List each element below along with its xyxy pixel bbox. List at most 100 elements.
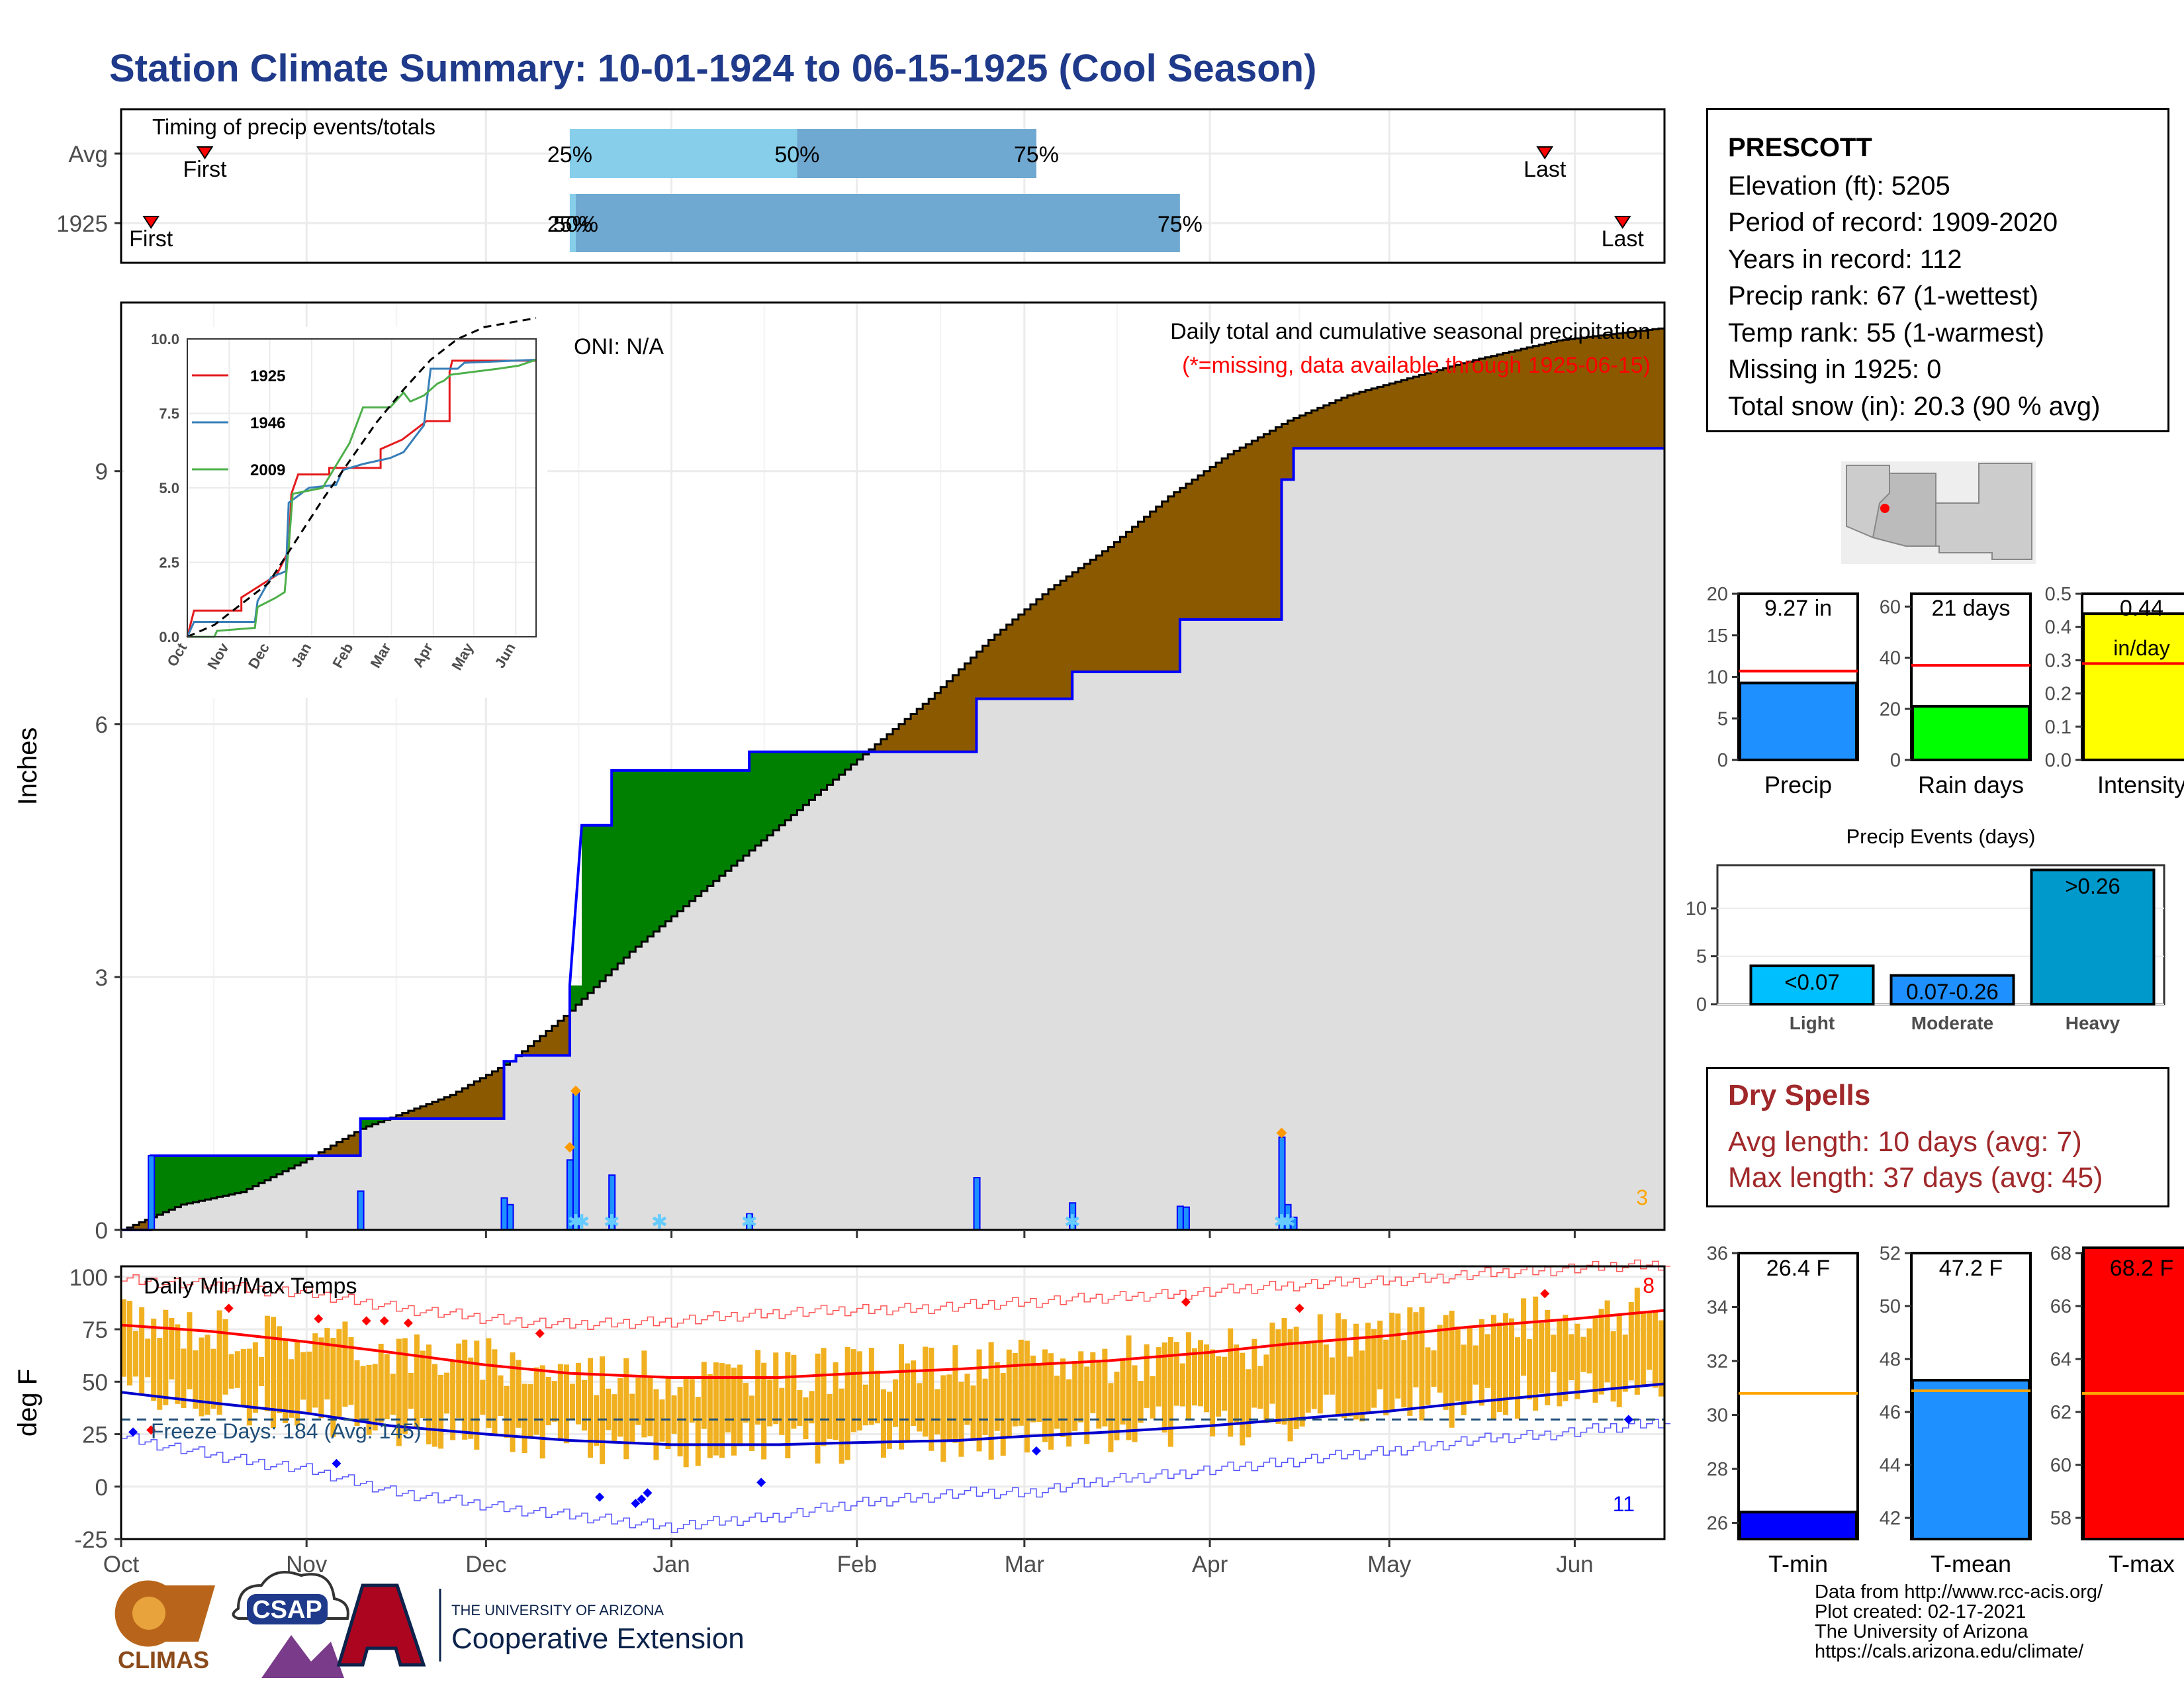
summary-category-label: Intensity bbox=[2097, 771, 2184, 798]
credit-source: Data from http://www.rcc-acis.org/ bbox=[1815, 1581, 2103, 1603]
daily-temp-bar bbox=[994, 1362, 1000, 1431]
record-min-line bbox=[121, 1419, 1670, 1534]
daily-temp-bar bbox=[749, 1395, 755, 1451]
surplus-area bbox=[815, 751, 822, 795]
daily-temp-bar bbox=[492, 1349, 498, 1436]
timing-bar-50-75 bbox=[797, 129, 1036, 178]
deficit-area bbox=[420, 1106, 427, 1119]
daily-temp-bar bbox=[779, 1387, 785, 1435]
deficit-area bbox=[1138, 522, 1145, 672]
daily-temp-bar bbox=[414, 1334, 420, 1429]
deficit-area bbox=[1305, 412, 1312, 449]
surplus-area bbox=[833, 751, 840, 780]
deficit-area bbox=[1210, 467, 1216, 620]
map-arizona bbox=[1872, 473, 1936, 547]
daily-temp-bar bbox=[677, 1387, 683, 1457]
freeze-days-label: Freeze Days: 184 (Avg: 145) bbox=[151, 1419, 422, 1443]
credit-date: Plot created: 02-17-2021 bbox=[1815, 1601, 2026, 1622]
daily-temp-bar bbox=[187, 1312, 193, 1389]
deficit-area bbox=[1179, 488, 1187, 620]
credit-url: https://cals.arizona.edu/climate/ bbox=[1815, 1641, 2084, 1662]
surplus-area bbox=[809, 751, 816, 800]
timing-frame bbox=[120, 108, 1666, 264]
summary-y-tick-label: 10 bbox=[1707, 667, 1728, 688]
daily-temp-bar bbox=[151, 1319, 157, 1401]
daily-temp-bar bbox=[324, 1328, 330, 1400]
daily-temp-bar bbox=[468, 1357, 474, 1439]
deficit-area bbox=[934, 692, 941, 752]
deficit-area bbox=[1389, 383, 1396, 449]
event-category-label: Moderate bbox=[1911, 1013, 1993, 1033]
daily-temp-bar bbox=[1502, 1313, 1508, 1415]
daily-temp-bar bbox=[145, 1338, 151, 1378]
deficit-area bbox=[1042, 594, 1049, 699]
summary-bar-t-min bbox=[1739, 1511, 1858, 1541]
record-min-count: 11 bbox=[1613, 1492, 1635, 1516]
last-event-marker bbox=[1614, 216, 1631, 229]
daily-temp-bar bbox=[1299, 1344, 1305, 1427]
timing-row-label: 1925 bbox=[56, 211, 108, 237]
deficit-area bbox=[414, 1108, 421, 1119]
daily-temp-bar bbox=[911, 1360, 917, 1427]
daily-temp-bar bbox=[318, 1337, 324, 1419]
daily-temp-bar bbox=[1167, 1336, 1173, 1447]
daily-temp-bar bbox=[378, 1343, 384, 1423]
deficit-area bbox=[1407, 378, 1414, 449]
deficit-area bbox=[988, 639, 995, 699]
daily-precip-bar bbox=[506, 1203, 514, 1231]
daily-temp-bar bbox=[354, 1360, 360, 1427]
daily-temp-bar bbox=[283, 1339, 289, 1423]
summary-y-tick-label: 26 bbox=[1707, 1513, 1728, 1534]
deficit-area bbox=[1275, 427, 1283, 620]
daily-temp-bar bbox=[958, 1382, 964, 1457]
deficit-area bbox=[905, 719, 911, 752]
daily-temp-bar bbox=[600, 1356, 606, 1464]
deficit-area bbox=[946, 680, 953, 752]
surplus-area bbox=[689, 770, 696, 902]
summary-y-tick-label: 32 bbox=[1707, 1351, 1728, 1372]
deficit-area bbox=[1167, 496, 1175, 672]
daily-temp-bar bbox=[1622, 1335, 1628, 1392]
deficit-area bbox=[1395, 381, 1402, 449]
deficit-area bbox=[533, 1041, 541, 1056]
record-low-marker bbox=[1623, 1415, 1633, 1425]
station-info-box: PRESCOTT Elevation (ft): 5205 Period of … bbox=[1706, 108, 2169, 432]
daily-temp-bar bbox=[1323, 1344, 1329, 1395]
daily-temp-bar bbox=[372, 1364, 378, 1430]
daily-temp-bar bbox=[1000, 1373, 1006, 1456]
deficit-area bbox=[1216, 462, 1222, 620]
daily-temp-bar bbox=[1431, 1350, 1437, 1387]
daily-temp-bar bbox=[725, 1364, 731, 1432]
daily-temp-bar bbox=[277, 1326, 283, 1414]
daily-temp-bar bbox=[312, 1333, 318, 1408]
daily-temp-bar bbox=[222, 1319, 228, 1395]
precip-caption-missing: (*=missing, data available through 1925-… bbox=[1182, 353, 1651, 378]
daily-temp-bar bbox=[240, 1348, 246, 1406]
summary-value-label: 26.4 F bbox=[1766, 1256, 1830, 1281]
daily-temp-bar bbox=[1090, 1352, 1096, 1413]
deficit-area bbox=[1431, 371, 1438, 449]
deficit-area bbox=[1323, 405, 1330, 449]
deficit-area bbox=[1197, 475, 1205, 620]
surplus-area bbox=[737, 770, 744, 861]
daily-temp-bar bbox=[767, 1379, 773, 1427]
deficit-area bbox=[1281, 424, 1289, 480]
daily-temp-bar bbox=[575, 1362, 581, 1425]
daily-temp-bar bbox=[456, 1343, 462, 1419]
record-marker bbox=[570, 1085, 581, 1096]
deficit-area bbox=[1508, 352, 1516, 449]
surplus-area bbox=[234, 1155, 242, 1194]
daily-temp-bar bbox=[1545, 1309, 1551, 1405]
deficit-area bbox=[1592, 336, 1600, 449]
surplus-area bbox=[606, 825, 612, 976]
deficit-area bbox=[1604, 334, 1612, 449]
deficit-area bbox=[133, 1225, 140, 1230]
surplus-area bbox=[844, 751, 852, 770]
surplus-area bbox=[600, 825, 606, 982]
inset-y-tick: 5.0 bbox=[159, 480, 179, 496]
daily-temp-bar bbox=[743, 1383, 749, 1423]
deficit-area bbox=[1287, 420, 1295, 480]
summary-y-tick-label: 0.3 bbox=[2045, 650, 2071, 671]
daily-temp-bar bbox=[1179, 1363, 1185, 1407]
